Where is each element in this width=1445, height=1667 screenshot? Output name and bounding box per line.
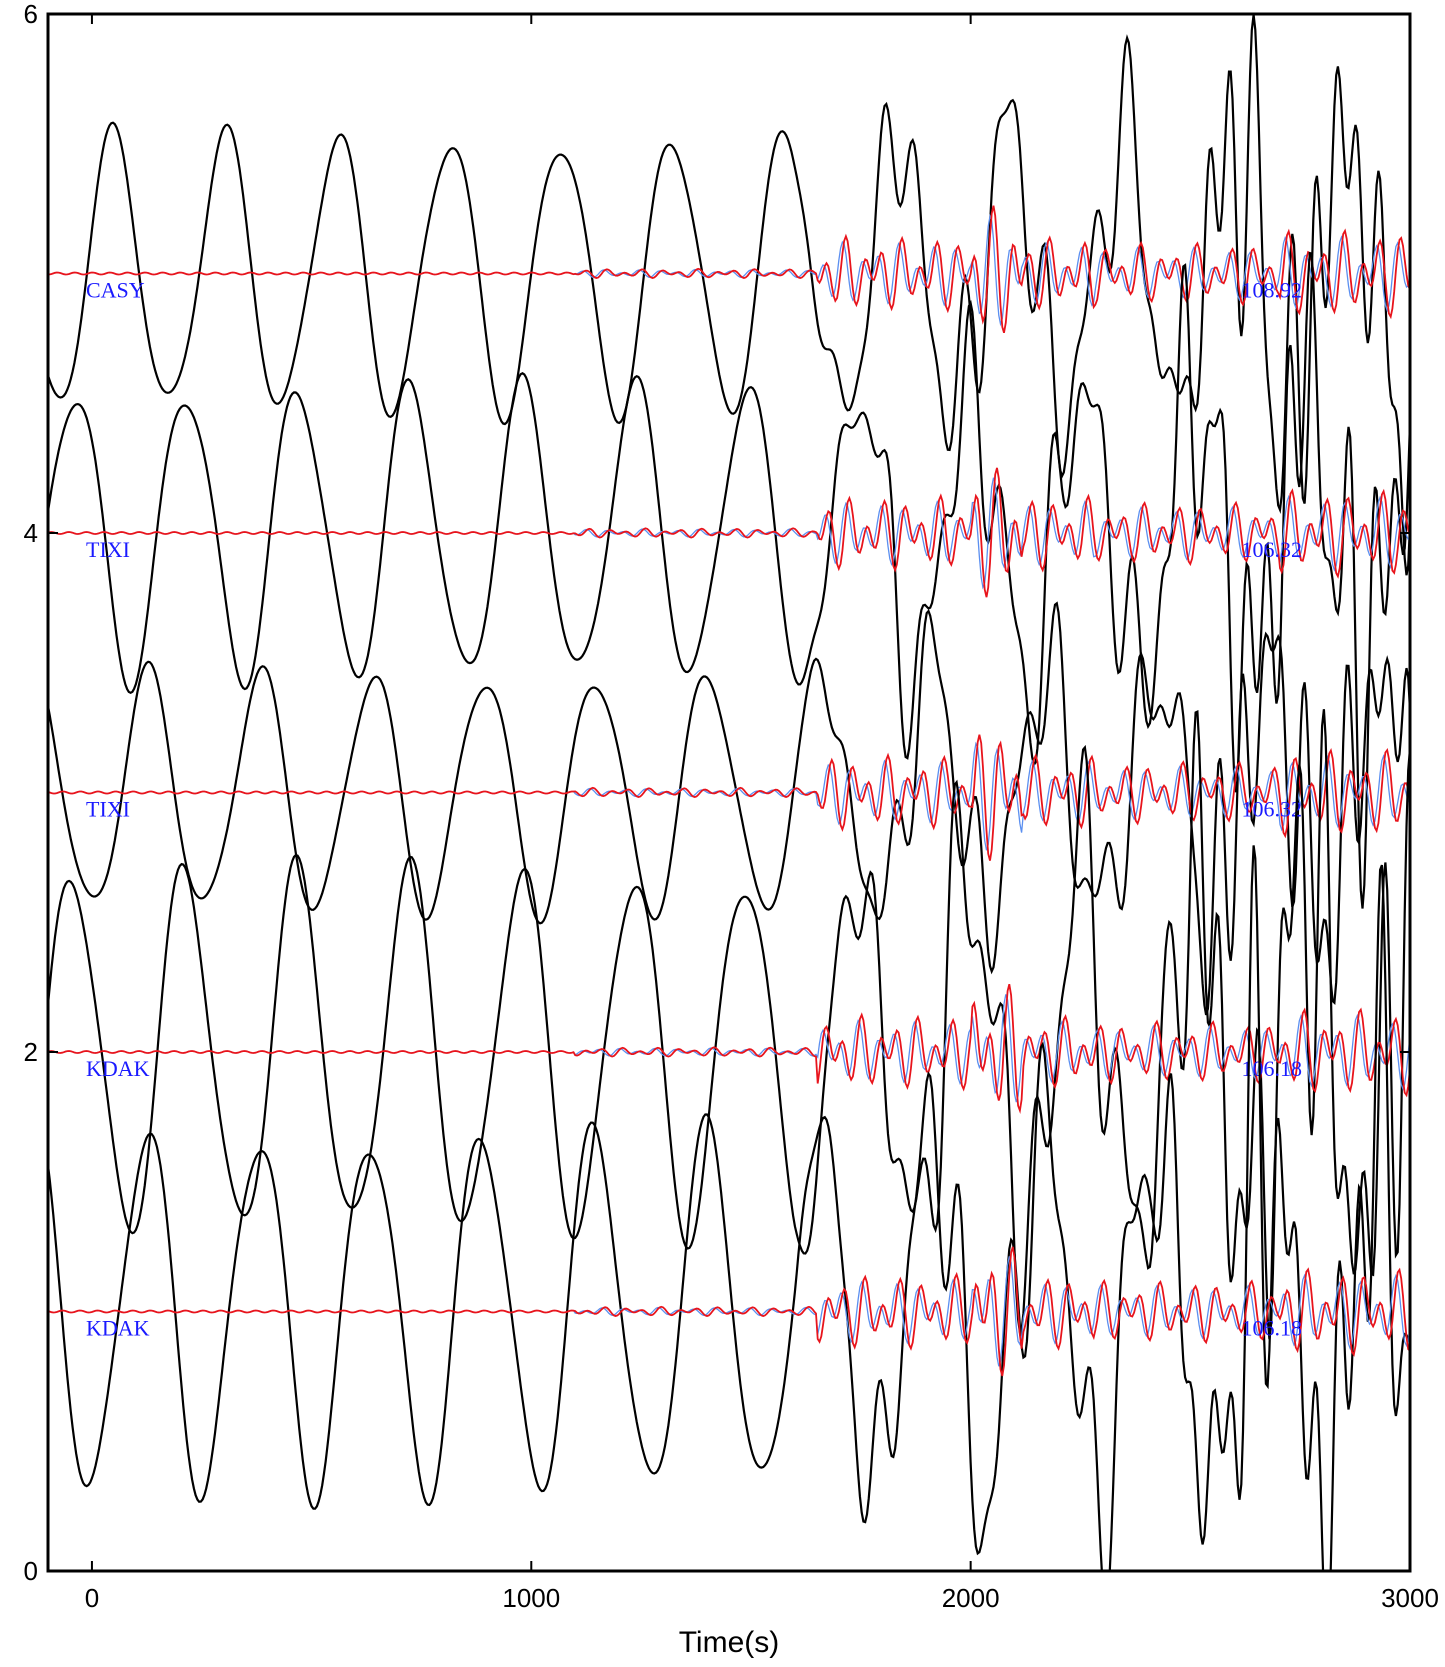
observed-waveform — [48, 601, 1410, 1016]
trace-tixi-2: TIXI 106.32 — [48, 601, 1410, 1016]
y-tick-label: 6 — [24, 0, 38, 29]
x-tick-label: 2000 — [942, 1583, 1000, 1613]
station-label: KDAK — [86, 1056, 150, 1081]
trace-kdak-4: KDAK 106.18 — [48, 845, 1410, 1571]
observed-waveform — [48, 14, 1410, 576]
x-tick-label: 3000 — [1381, 1583, 1439, 1613]
observed-waveform — [48, 845, 1410, 1571]
trace-casy-0: CASY 108.92 — [48, 14, 1410, 576]
synthetic-red-waveform — [48, 467, 1410, 598]
station-label: TIXI — [86, 797, 130, 822]
trace-value-label: 108.92 — [1242, 278, 1303, 303]
station-label: KDAK — [86, 1316, 150, 1341]
axis-ticks: 0 1000 2000 3000 0 2 4 6 — [24, 0, 1439, 1613]
trace-value-label: 106.32 — [1242, 537, 1303, 562]
plot-frame — [46, 12, 1412, 1573]
synthetic-red-waveform — [48, 1246, 1410, 1377]
y-tick-label: 0 — [24, 1556, 38, 1586]
observed-waveform — [48, 709, 1410, 1340]
synthetic-red-waveform — [48, 983, 1410, 1115]
station-label: CASY — [86, 278, 145, 303]
y-tick-label: 4 — [24, 518, 38, 548]
trace-tixi-1: TIXI 106.32 — [48, 251, 1410, 909]
trace-value-label: 106.18 — [1242, 1056, 1303, 1081]
y-tick-label: 2 — [24, 1037, 38, 1067]
traces-layer: CASY 108.92 TIXI 106.32 TIXI 106.32 KDAK 106.18… — [48, 14, 1410, 1571]
trace-value-label: 106.18 — [1242, 1316, 1303, 1341]
observed-waveform — [48, 251, 1410, 909]
trace-value-label: 106.32 — [1242, 797, 1303, 822]
station-label: TIXI — [86, 537, 130, 562]
x-tick-label: 1000 — [502, 1583, 560, 1613]
synthetic-red-waveform — [48, 734, 1410, 861]
trace-kdak-3: KDAK 106.18 — [48, 709, 1410, 1340]
x-axis-title: Time(s) — [679, 1626, 780, 1659]
synthetic-red-waveform — [48, 205, 1410, 334]
x-tick-label: 0 — [85, 1583, 99, 1613]
